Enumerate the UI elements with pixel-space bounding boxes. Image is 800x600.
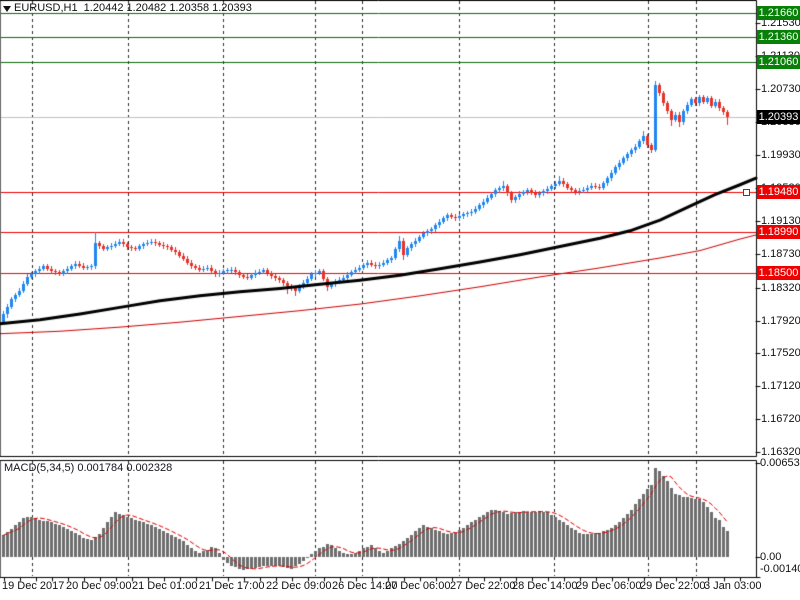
price-level-badge: 1.19480	[757, 185, 800, 200]
hline-drag-handle[interactable]	[743, 189, 750, 197]
price-axis-label: 1.19130	[761, 214, 800, 227]
symbol-dropdown-icon[interactable]	[3, 6, 11, 12]
price-axis-label: 1.19930	[761, 149, 800, 162]
price-axis-label: 1.20730	[761, 83, 800, 96]
time-axis-label: 28 Dec 14:00	[512, 580, 578, 592]
time-axis-label: 27 Dec 22:00	[450, 580, 516, 592]
time-axis-label: 29 Dec 22:00	[640, 580, 706, 592]
time-axis-label: 26 Dec 14:00	[332, 580, 398, 592]
time-axis-label: 21 Dec 17:00	[199, 580, 265, 592]
macd-value: 0.001784	[77, 462, 124, 474]
price-axis-label: 1.17520	[761, 347, 800, 360]
price-axis-label: 1.16720	[761, 413, 800, 426]
price-axis-label: 1.17120	[761, 380, 800, 393]
time-axis-label: 19 Dec 2017	[2, 580, 65, 592]
price-axis-label: 1.17920	[761, 314, 800, 327]
macd-axis-label: 0.00	[760, 551, 782, 563]
macd-name: MACD(5,34,5)	[4, 462, 75, 474]
price-axis-label: 1.21530	[761, 17, 800, 30]
price-axis-label: 1.18730	[761, 247, 800, 260]
macd-axis-label: -0.001403	[760, 563, 800, 575]
time-axis-label: 20 Dec 09:00	[66, 580, 132, 592]
macd-signal-value: 0.002328	[126, 462, 173, 474]
price-level-badge: 1.21360	[757, 30, 800, 45]
price-level-badge: 1.18500	[757, 265, 800, 280]
time-axis-label: 29 Dec 06:00	[576, 580, 642, 592]
chart-title: EURUSD,H1 1.20442 1.20482 1.20358 1.2039…	[14, 2, 252, 14]
price-axis-label: 1.16320	[761, 446, 800, 459]
time-axis-label: 3 Jan 03:00	[704, 580, 762, 592]
time-axis-label: 22 Dec 09:00	[266, 580, 332, 592]
price-level-badge: 1.21660	[757, 5, 800, 20]
time-axis-label: 21 Dec 01:00	[132, 580, 198, 592]
macd-axis-label: 0.006533	[760, 457, 800, 469]
time-axis-label: 27 Dec 06:00	[385, 580, 451, 592]
price-level-badge: 1.18990	[757, 225, 800, 240]
price-level-badge: 1.21060	[757, 55, 800, 70]
macd-indicator-label: MACD(5,34,5) 0.001784 0.002328	[4, 462, 172, 474]
price-level-badge: 1.20393	[757, 110, 800, 124]
price-axis-label: 1.18320	[761, 281, 800, 294]
